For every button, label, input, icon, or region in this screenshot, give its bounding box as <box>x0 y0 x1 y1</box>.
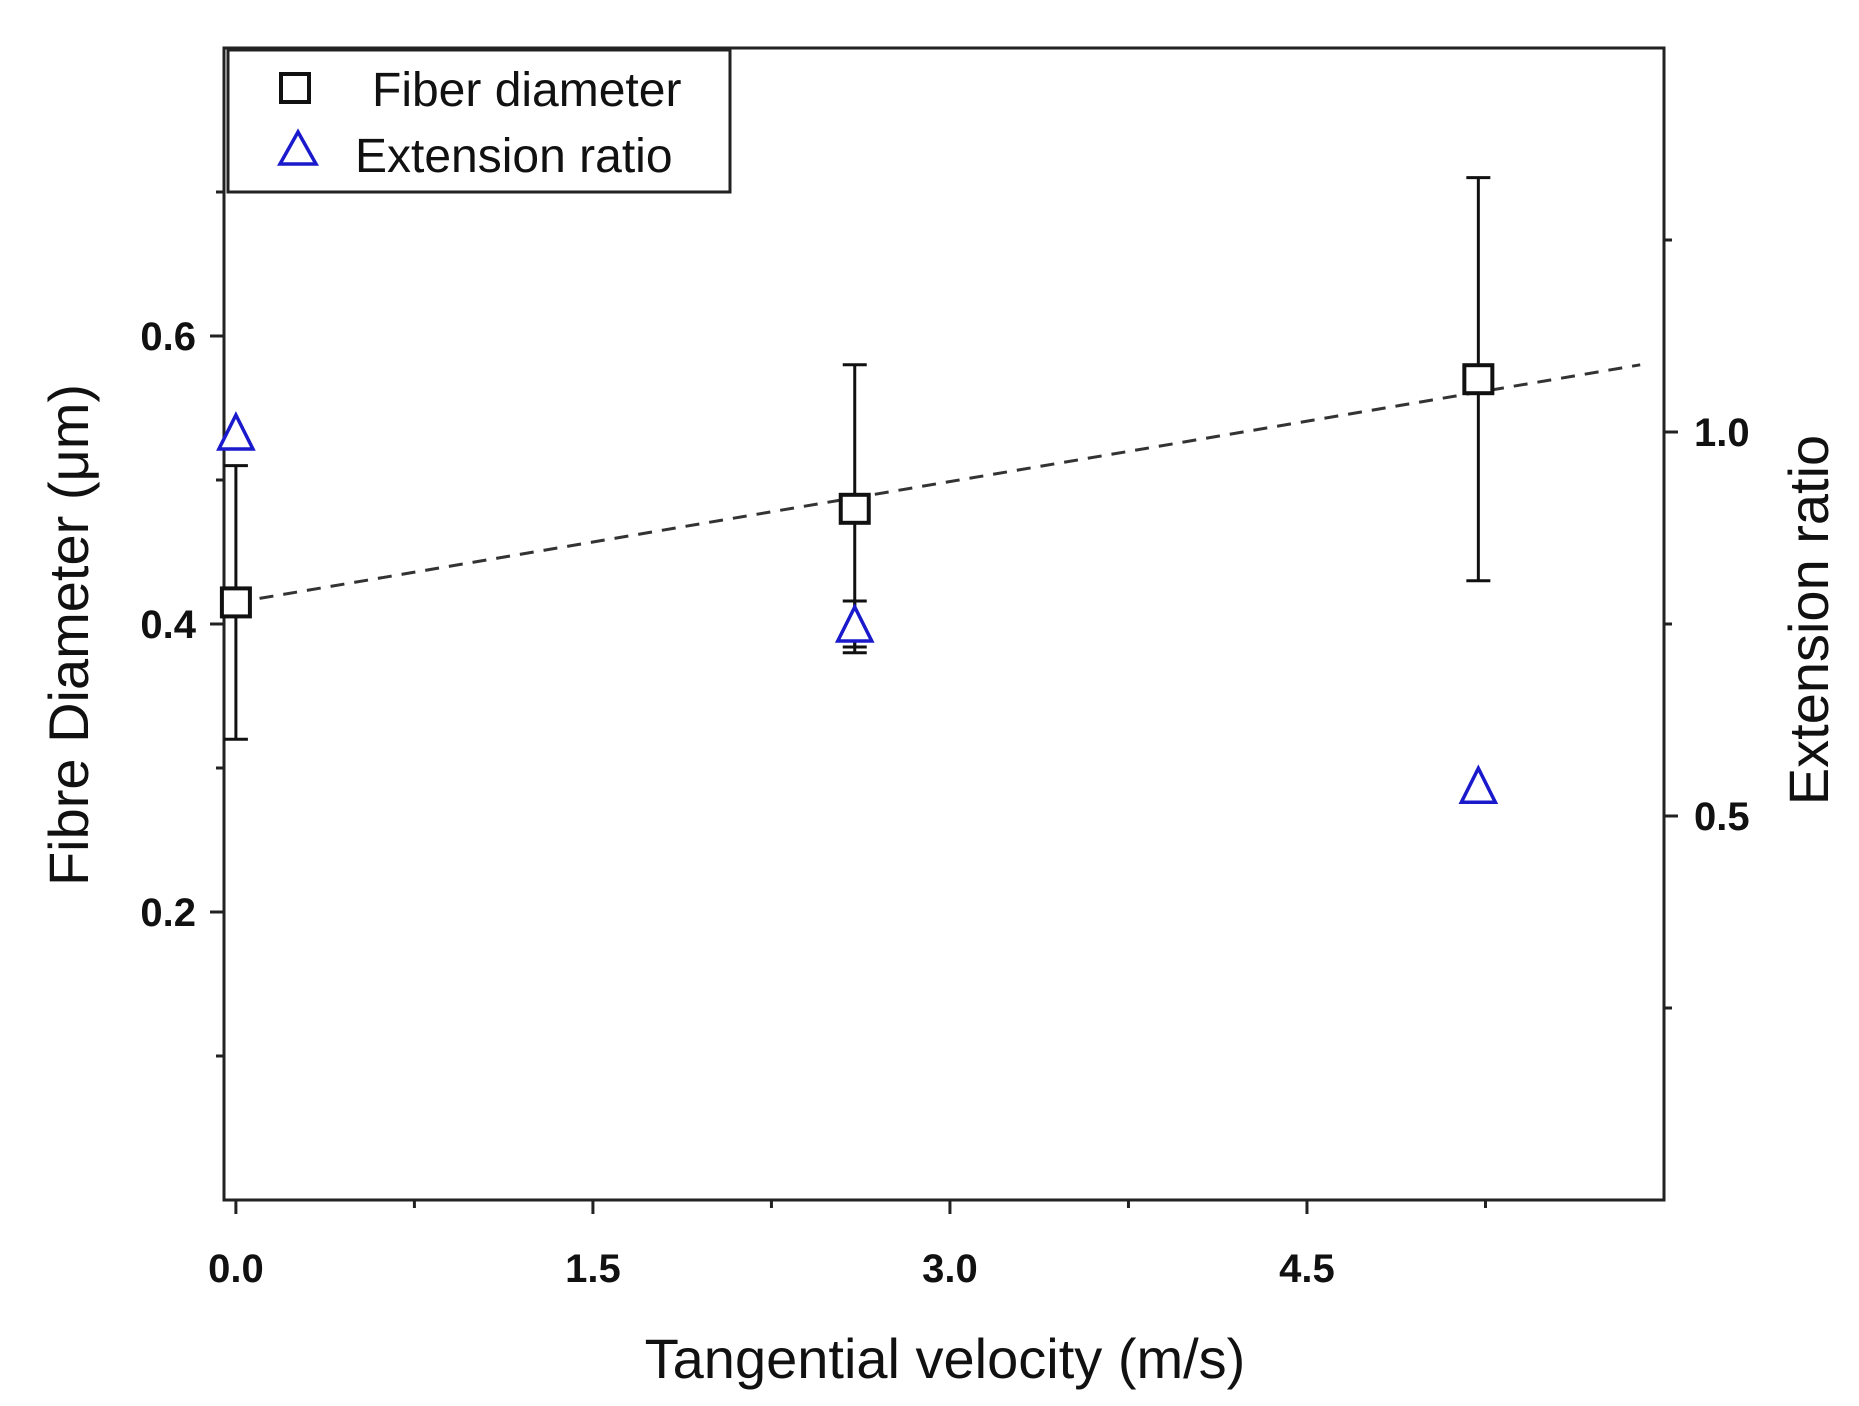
fiber-diameter-point <box>1462 363 1495 396</box>
legend-square-icon <box>279 72 311 104</box>
y-tick-label: 0.2 <box>140 891 196 935</box>
y2-tick-label: 0.5 <box>1694 795 1750 839</box>
y-tick-label: 0.6 <box>140 315 196 359</box>
x-axis-title: Tangential velocity (m/s) <box>645 1327 1246 1390</box>
y2-tick-label: 1.0 <box>1694 411 1750 455</box>
legend-box <box>226 48 732 194</box>
error-bars <box>223 176 1491 741</box>
data-markers <box>216 363 1499 805</box>
extension-ratio-point <box>834 603 875 643</box>
x-tick-label: 4.5 <box>1279 1247 1335 1291</box>
x-axis-ticks: 0.0 1.5 3.0 4.5 <box>208 1200 1487 1291</box>
x-tick-label: 1.5 <box>565 1247 621 1291</box>
extension-ratio-point <box>216 411 256 451</box>
legend: Fiber diameter Extension ratio <box>226 48 732 194</box>
trendline-layer <box>235 363 1641 604</box>
y2-axis-title: Extension ratio <box>1777 435 1840 805</box>
plot-frame <box>222 46 1666 1202</box>
x-tick-label: 0.0 <box>208 1247 264 1291</box>
legend-triangle-icon <box>277 128 319 166</box>
trendline <box>235 363 1641 604</box>
legend-fiber-diameter-label: Fiber diameter <box>372 64 681 117</box>
y-axis-ticks: 0.2 0.4 0.6 <box>140 190 224 1058</box>
extension-ratio-point <box>1458 764 1499 805</box>
plot-frame-rect <box>222 46 1666 1202</box>
y2-axis-ticks: 0.5 1.0 <box>1664 238 1750 1010</box>
fiber-diameter-point <box>219 586 252 619</box>
x-tick-label: 3.0 <box>922 1247 978 1291</box>
y-tick-label: 0.4 <box>140 603 196 647</box>
y-axis-title: Fibre Diameter (μm) <box>37 384 100 886</box>
legend-extension-ratio-label: Extension ratio <box>355 130 673 183</box>
fiber-diameter-point <box>838 492 871 525</box>
